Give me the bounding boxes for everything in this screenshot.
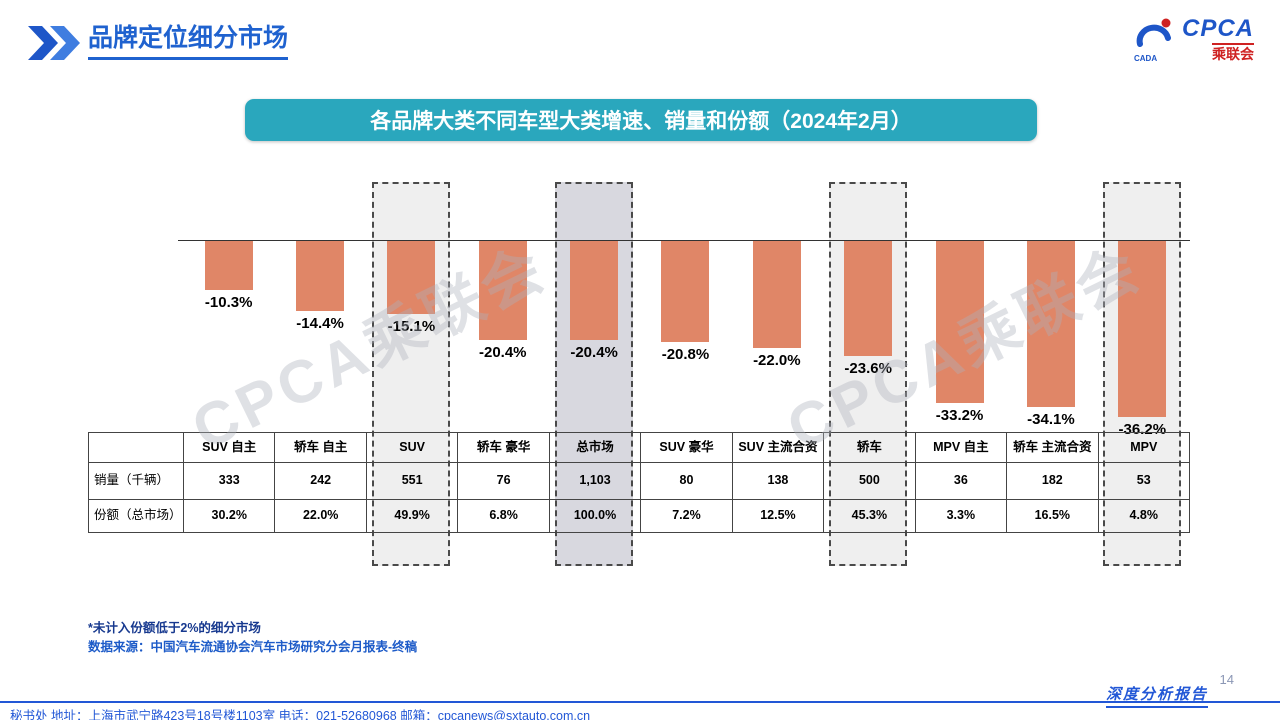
table-cell: 138: [732, 463, 825, 500]
bar-value-label: -36.2%: [1118, 421, 1167, 439]
bar: [752, 240, 801, 348]
table-col-header: SUV: [366, 433, 459, 463]
table-col-header: 总市场: [549, 433, 642, 463]
footer-divider: [0, 701, 1280, 703]
table-cell: 22.0%: [275, 500, 367, 533]
table-row-header: 份额（总市场）: [89, 500, 184, 533]
bar: [570, 240, 619, 340]
table-cell: 12.5%: [732, 500, 825, 533]
table-col-header: 轿车: [824, 433, 916, 463]
table-col-header: 轿车 自主: [275, 433, 367, 463]
bar: [1026, 240, 1075, 408]
table-cell: 1,103: [549, 463, 642, 500]
page-title: 品牌定位细分市场: [88, 24, 289, 60]
bar-value-label: -10.3%: [204, 294, 253, 312]
bar-value-label: -20.4%: [570, 343, 618, 361]
bar-value-label: -22.0%: [753, 351, 801, 369]
table-cell: 30.2%: [184, 500, 276, 533]
table-cell: 45.3%: [824, 500, 916, 533]
table-col-header: 轿车 主流合资: [1007, 433, 1099, 463]
table-cell: 3.3%: [915, 500, 1008, 533]
bar-value-label: -23.6%: [844, 359, 892, 377]
bar-value-label: -14.4%: [296, 314, 344, 332]
bar: [661, 240, 710, 342]
chevrons-icon: [28, 26, 80, 60]
bar: [935, 240, 984, 403]
footnote-exclusion: *未计入份额低于2%的细分市场: [88, 621, 261, 635]
table-col-header: SUV 豪华: [641, 433, 733, 463]
table-cell: 4.8%: [1098, 500, 1190, 533]
bar: [204, 240, 253, 291]
table-cell: 242: [275, 463, 367, 500]
bar: [478, 240, 527, 340]
table-col-header: MPV: [1098, 433, 1190, 463]
table-row-header: 销量（千辆）: [89, 463, 184, 500]
footnote-source: 数据来源：中国汽车流通协会汽车市场研究分会月报表-终稿: [88, 640, 418, 655]
table-cell: 500: [824, 463, 916, 500]
bar-value-label: -15.1%: [387, 317, 436, 335]
footnotes: *未计入份额低于2%的细分市场 数据来源：中国汽车流通协会汽车市场研究分会月报表…: [88, 619, 417, 658]
table-cell: 76: [458, 463, 550, 500]
chart-title-banner: 各品牌大类不同车型大类增速、销量和份额（2024年2月）: [245, 99, 1037, 141]
bar-value-label: -20.8%: [661, 345, 710, 363]
bar: [1118, 240, 1167, 418]
logo-swoosh-wrap: CADA: [1132, 14, 1176, 63]
table-cell: 6.8%: [458, 500, 550, 533]
table-cell: 80: [641, 463, 733, 500]
table-col-header: SUV 自主: [184, 433, 276, 463]
table-cell: 100.0%: [549, 500, 642, 533]
bar-value-label: -20.4%: [478, 343, 527, 361]
slide-header: 品牌定位细分市场: [28, 24, 289, 60]
table-col-header: MPV 自主: [915, 433, 1008, 463]
table-col-header: SUV 主流合资: [732, 433, 825, 463]
table-cell: 49.9%: [366, 500, 459, 533]
logo-cada-text: CADA: [1133, 54, 1158, 63]
table-col-header: 轿车 豪华: [458, 433, 550, 463]
cpca-logo: CADA CPCA 乘联会: [1132, 14, 1254, 63]
bar: [296, 240, 345, 311]
chart-baseline: [178, 240, 1190, 241]
bar: [844, 240, 893, 356]
table-cell: 36: [915, 463, 1008, 500]
table-cell: 16.5%: [1007, 500, 1099, 533]
table-cell: 53: [1098, 463, 1190, 500]
bar-value-label: -33.2%: [935, 406, 984, 424]
table-corner-cell: [89, 433, 184, 463]
logo-cn-text: 乘联会: [1212, 42, 1254, 61]
table-cell: 182: [1007, 463, 1099, 500]
data-table: SUV 自主 轿车 自主 SUV 轿车 豪华 总市场 SUV 豪华 SUV 主流合资 轿车 MP…: [88, 432, 1190, 533]
cpca-swoosh-icon: [1136, 18, 1171, 47]
bar-value-label: -34.1%: [1027, 411, 1075, 429]
table-cell: 7.2%: [641, 500, 733, 533]
page-number: 14: [1219, 672, 1234, 687]
logo-text: CPCA 乘联会: [1181, 14, 1254, 61]
table-cell: 333: [184, 463, 276, 500]
table-cell: 551: [366, 463, 459, 500]
footer-contact: 秘书处 地址：上海市武宁路423号18号楼1103室 电话：021-526809…: [10, 709, 591, 720]
bar: [387, 240, 436, 314]
logo-cpca-text: CPCA: [1181, 14, 1254, 42]
report-label: 深度分析报告: [1105, 683, 1208, 708]
